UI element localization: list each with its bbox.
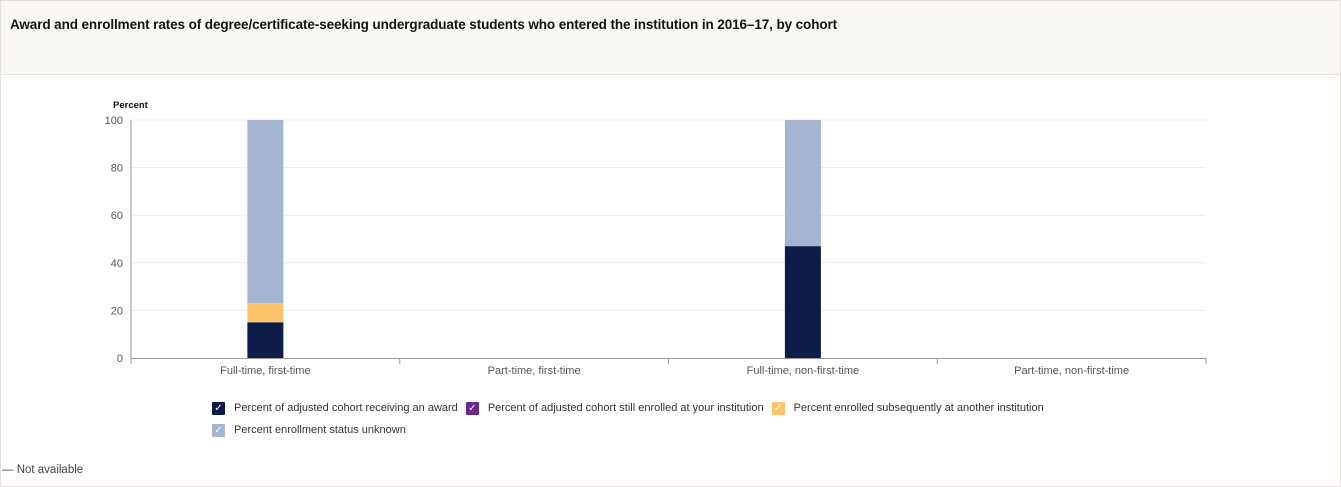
- bar-segment: [784, 120, 821, 247]
- legend-item-another-institution[interactable]: ✓ Percent enrolled subsequently at anoth…: [771, 401, 1044, 415]
- legend-check-icon[interactable]: ✓: [212, 401, 225, 415]
- bar-segment: [784, 246, 821, 358]
- legend-check-icon[interactable]: ✓: [771, 401, 785, 415]
- x-tick-label: Full-time, first-time: [220, 365, 310, 377]
- legend-row-2: ✓ Percent enrollment status unknown: [212, 419, 1152, 441]
- legend-item-unknown[interactable]: ✓ Percent enrollment status unknown: [212, 423, 406, 437]
- bar-segment: [247, 303, 284, 323]
- legend-label: Percent enrolled subsequently at another…: [793, 402, 1044, 414]
- legend-label: Percent enrollment status unknown: [234, 424, 406, 436]
- chart-header: Award and enrollment rates of degree/cer…: [1, 1, 1340, 75]
- y-axis-label: Percent: [113, 100, 149, 111]
- legend-item-still-enrolled[interactable]: ✓ Percent of adjusted cohort still enrol…: [465, 401, 764, 415]
- y-tick-label: 60: [111, 210, 123, 222]
- chart-legend: ✓ Percent of adjusted cohort receiving a…: [212, 397, 1152, 441]
- legend-check-icon[interactable]: ✓: [465, 401, 479, 415]
- bar-segment: [247, 322, 284, 358]
- legend-label: Percent of adjusted cohort still enrolle…: [487, 402, 764, 414]
- y-tick-label: 20: [111, 305, 123, 317]
- y-tick-label: 0: [117, 353, 123, 365]
- legend-item-award[interactable]: ✓ Percent of adjusted cohort receiving a…: [212, 401, 458, 415]
- y-tick-label: 40: [111, 258, 123, 270]
- legend-check-icon[interactable]: ✓: [212, 423, 225, 437]
- y-tick-label: 100: [105, 115, 123, 127]
- not-available-note: — Not available: [2, 464, 84, 476]
- x-tick-label: Part-time, non-first-time: [1014, 365, 1129, 377]
- y-tick-label: 80: [111, 163, 123, 175]
- legend-row-1: ✓ Percent of adjusted cohort receiving a…: [212, 397, 1152, 419]
- x-tick-label: Full-time, non-first-time: [747, 365, 859, 377]
- x-tick-label: Part-time, first-time: [488, 365, 581, 377]
- chart-title: Award and enrollment rates of degree/cer…: [10, 17, 838, 32]
- bar-segment: [247, 120, 284, 304]
- legend-label: Percent of adjusted cohort receiving an …: [234, 402, 458, 414]
